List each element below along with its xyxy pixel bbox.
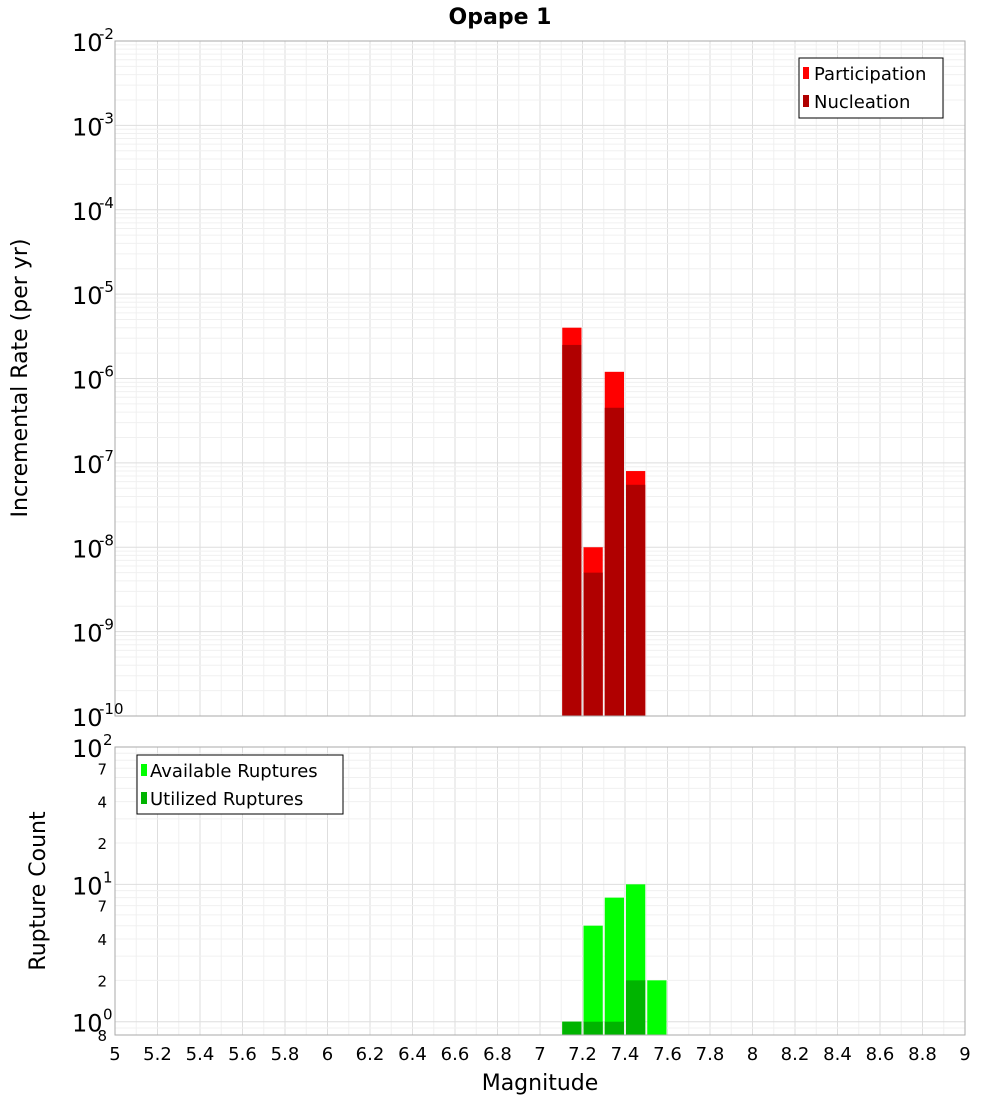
bar-available-ruptures — [604, 897, 624, 1035]
y-minor-tick-label: 7 — [97, 898, 107, 916]
y-tick-label: 10 — [72, 29, 103, 57]
x-tick-label: 8.6 — [866, 1044, 895, 1065]
y-tick-exponent: 2 — [103, 731, 113, 749]
x-tick-label: 5 — [109, 1044, 120, 1065]
y-tick-exponent: 0 — [103, 1006, 113, 1024]
y-tick-label: 10 — [72, 704, 103, 732]
x-tick-label: 6.8 — [483, 1044, 512, 1065]
x-tick-label: 5.8 — [271, 1044, 300, 1065]
y-minor-tick-label: 4 — [97, 931, 107, 949]
legend-swatch-participation — [803, 67, 809, 79]
x-tick-label: 7.4 — [611, 1044, 640, 1065]
x-tick-label: 8.2 — [781, 1044, 810, 1065]
y-tick-exponent: -10 — [99, 700, 124, 718]
chart-title: Opape 1 — [449, 5, 552, 30]
x-tick-label: 5.2 — [143, 1044, 172, 1065]
x-tick-label: 8.8 — [908, 1044, 937, 1065]
legend-label-utilized-ruptures: Utilized Ruptures — [150, 789, 303, 810]
y-minor-tick-label: 2 — [97, 835, 107, 853]
y-tick-label: 10 — [72, 367, 103, 395]
y-minor-tick-label: 8 — [97, 1027, 107, 1045]
y-tick-exponent: -3 — [99, 109, 114, 127]
y-tick-exponent: -6 — [99, 363, 114, 381]
x-tick-label: 9 — [959, 1044, 970, 1065]
y-tick-label: 10 — [72, 735, 103, 763]
top-legend: Participation Nucleation — [798, 57, 944, 119]
bottom-plot-frame — [114, 746, 966, 1036]
bar-nucleation — [562, 344, 582, 716]
legend-swatch-utilized-ruptures — [141, 792, 147, 804]
x-tick-label: 5.6 — [228, 1044, 257, 1065]
y-tick-exponent: -4 — [99, 194, 114, 212]
x-tick-label: 7.6 — [653, 1044, 682, 1065]
x-tick-label: 7 — [534, 1044, 545, 1065]
legend-label-participation: Participation — [814, 64, 926, 85]
legend-swatch-nucleation — [803, 95, 809, 107]
bar-utilized-ruptures — [604, 1021, 624, 1035]
x-ticks: 5 5.2 5.4 5.6 5.8 6 6.2 6.4 6.6 6.8 7 7.2 7.4 7.6 7.8 8… — [109, 1044, 970, 1065]
y-tick-exponent: -9 — [99, 616, 114, 634]
bar-utilized-ruptures — [626, 980, 646, 1035]
x-tick-label: 7.2 — [568, 1044, 597, 1065]
x-tick-label: 6.4 — [398, 1044, 427, 1065]
top-plot-grid — [114, 41, 966, 717]
bar-available-ruptures — [647, 980, 667, 1035]
y-tick-exponent: -8 — [99, 531, 114, 549]
y-minor-tick-label: 4 — [97, 794, 107, 812]
top-plot-bars — [562, 327, 646, 716]
legend-label-nucleation: Nucleation — [814, 92, 910, 113]
legend-swatch-available-ruptures — [141, 764, 147, 776]
bar-available-ruptures — [583, 925, 603, 1035]
bar-nucleation — [626, 484, 646, 716]
y-tick-label: 10 — [72, 113, 103, 141]
y-tick-label: 10 — [72, 535, 103, 563]
y-minor-tick-label: 2 — [97, 972, 107, 990]
top-y-axis-label: Incremental Rate (per yr) — [8, 239, 33, 518]
bottom-legend: Available Ruptures Utilized Ruptures — [136, 754, 344, 815]
y-tick-label: 10 — [72, 1010, 103, 1038]
x-tick-label: 8 — [747, 1044, 758, 1065]
legend-label-available-ruptures: Available Ruptures — [150, 761, 318, 782]
y-tick-label: 10 — [72, 198, 103, 226]
x-tick-label: 8.4 — [823, 1044, 852, 1065]
y-tick-label: 10 — [72, 451, 103, 479]
x-tick-label: 6 — [322, 1044, 333, 1065]
bottom-plot-bars — [562, 884, 667, 1035]
y-tick-exponent: -2 — [99, 25, 114, 43]
bar-nucleation — [583, 572, 603, 716]
y-tick-exponent: -7 — [99, 447, 114, 465]
bottom-y-axis-label: Rupture Count — [26, 811, 51, 971]
x-tick-label: 6.6 — [441, 1044, 470, 1065]
y-tick-label: 10 — [72, 872, 103, 900]
y-tick-label: 10 — [72, 282, 103, 310]
x-tick-label: 6.2 — [356, 1044, 385, 1065]
y-tick-exponent: -5 — [99, 278, 114, 296]
bar-utilized-ruptures — [562, 1021, 582, 1035]
bar-utilized-ruptures — [583, 1021, 603, 1035]
x-axis-label: Magnitude — [482, 1071, 599, 1096]
bar-nucleation — [604, 407, 624, 716]
y-tick-exponent: 1 — [103, 868, 113, 886]
y-minor-tick-label: 7 — [97, 760, 107, 778]
top-plot-frame — [114, 40, 966, 717]
x-tick-label: 5.4 — [186, 1044, 215, 1065]
x-tick-label: 7.8 — [696, 1044, 725, 1065]
y-tick-label: 10 — [72, 620, 103, 648]
